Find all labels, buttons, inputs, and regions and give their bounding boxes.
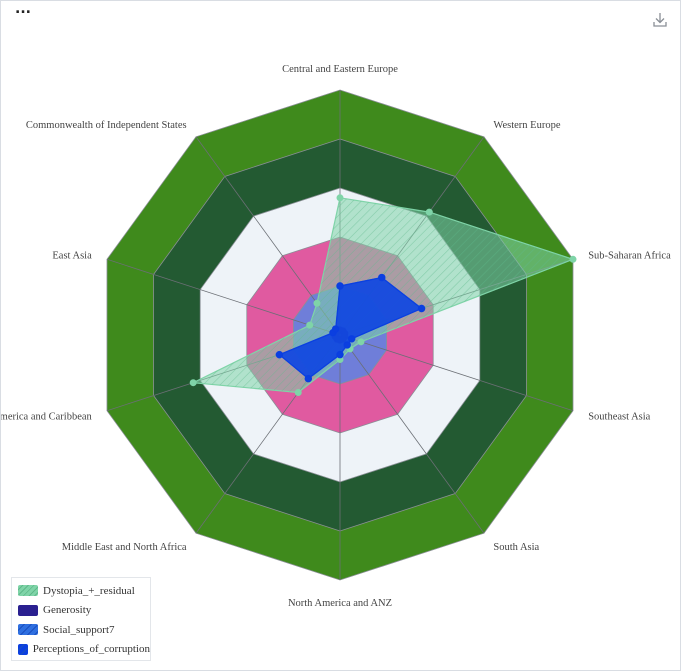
category-label: Western Europe — [493, 120, 560, 131]
series-point[interactable] — [417, 304, 426, 313]
category-label: Commonwealth of Independent States — [26, 120, 187, 131]
series-point[interactable] — [343, 341, 351, 349]
category-label: South Asia — [493, 542, 539, 553]
series-point[interactable] — [336, 282, 344, 290]
category-label: Middle East and North Africa — [62, 542, 187, 553]
series-point[interactable] — [569, 255, 577, 263]
legend-label: Generosity — [43, 604, 92, 617]
radar-axis — [106, 258, 341, 336]
series-point[interactable] — [189, 379, 197, 387]
series-point[interactable] — [357, 338, 365, 346]
series-point[interactable] — [304, 374, 313, 383]
legend-label: Perceptions_of_corruption — [32, 643, 150, 656]
radar-axis — [339, 334, 485, 534]
series-point[interactable] — [331, 325, 340, 333]
legend-item[interactable]: Dystopia_+_residual — [18, 581, 150, 601]
series-point[interactable] — [306, 321, 314, 329]
category-label: Sub-Saharan Africa — [588, 250, 671, 261]
legend-swatch — [18, 624, 38, 636]
series-point[interactable] — [275, 350, 284, 359]
category-label: North America and ANZ — [288, 598, 392, 609]
legend-swatch — [18, 604, 38, 616]
menu-button[interactable]: ... — [15, 1, 31, 17]
category-label: Central and Eastern Europe — [282, 64, 398, 75]
series-point[interactable] — [336, 194, 344, 202]
series-point[interactable] — [336, 350, 344, 359]
category-label: Southeast Asia — [588, 412, 650, 423]
series-point[interactable] — [313, 299, 321, 307]
legend: Dystopia_+_residual Generosity Social_supp… — [11, 577, 151, 661]
legend-item[interactable]: Social_support7 — [18, 620, 150, 640]
legend-swatch — [18, 643, 28, 655]
series-point[interactable] — [378, 273, 386, 282]
download-icon[interactable] — [651, 11, 669, 29]
legend-swatch — [18, 585, 38, 597]
series-point[interactable] — [347, 335, 356, 343]
radar-axis — [339, 334, 574, 412]
category-label: Latin America and Caribbean — [1, 412, 93, 423]
legend-label: Dystopia_+_residual — [43, 584, 135, 597]
category-label: East Asia — [52, 250, 92, 261]
legend-item[interactable]: Perceptions_of_corruption — [18, 640, 150, 660]
legend-item[interactable]: Generosity — [18, 601, 150, 621]
series-point[interactable] — [294, 388, 302, 396]
series-3 — [275, 273, 426, 383]
legend-label: Social_support7 — [43, 623, 115, 636]
series-point[interactable] — [425, 208, 433, 216]
